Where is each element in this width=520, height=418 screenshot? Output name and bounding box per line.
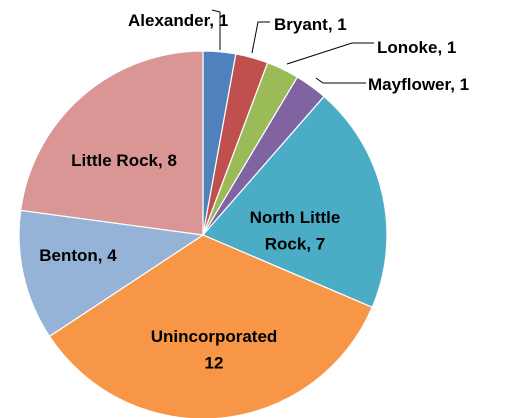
leader-line-alexander <box>211 9 221 50</box>
data-label-lonoke: Lonoke, 1 <box>377 38 456 57</box>
data-label-mayflower: Mayflower, 1 <box>368 75 469 94</box>
data-label-benton: Benton, 4 <box>39 246 117 265</box>
data-labels: Alexander, 1 Bryant, 1 Lonoke, 1 Mayflower,… <box>39 11 469 372</box>
pie-slices <box>18 50 388 418</box>
leader-line-mayflower <box>315 77 366 84</box>
pie-slice-little-rock <box>19 50 204 236</box>
leader-line-bryant <box>251 21 270 54</box>
data-label-alexander: Alexander, 1 <box>128 11 228 30</box>
leader-lines <box>211 9 374 84</box>
pie-slice-benton <box>18 209 205 338</box>
pie-slice-unincorporated <box>48 234 373 418</box>
data-label-unincorporated: Unincorporated 12 <box>151 327 278 372</box>
data-label-bryant: Bryant, 1 <box>274 15 347 34</box>
data-label-little-rock: Little Rock, 8 <box>71 151 177 170</box>
data-label-north-little-rock: North Little Rock, 7 <box>250 208 341 253</box>
leader-line-lonoke <box>286 42 374 65</box>
